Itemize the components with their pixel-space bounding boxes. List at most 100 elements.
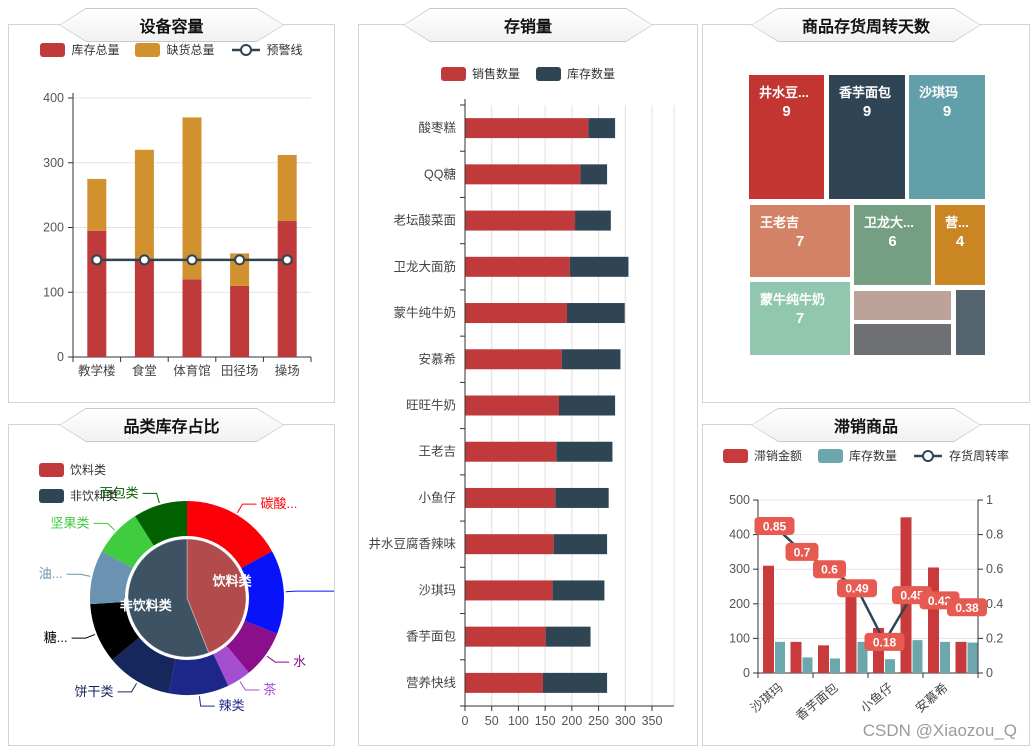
treemap-block[interactable]: 沙琪玛 9: [909, 75, 985, 199]
bar-inventory[interactable]: [575, 210, 611, 231]
treemap-block[interactable]: 营... 4: [935, 205, 985, 285]
warning-line-marker[interactable]: [138, 254, 150, 266]
stock-sales-chart: 0 50 100 150 200 250 300 350 酸枣糕 QQ糖 老坛酸菜面 卫龙大面筋 蒙牛纯…: [359, 25, 697, 745]
bar-sales[interactable]: [465, 164, 581, 185]
bar-inventory[interactable]: [542, 672, 608, 693]
treemap-block[interactable]: [854, 324, 951, 355]
bar-inventory[interactable]: [567, 303, 625, 324]
bar-inventory[interactable]: [553, 534, 608, 555]
bar-inventory[interactable]: [561, 349, 621, 370]
treemap-block[interactable]: 卫龙大... 6: [854, 205, 931, 285]
warning-line-marker[interactable]: [91, 254, 103, 266]
bar-sales[interactable]: [465, 303, 568, 324]
bar-slow-amount[interactable]: [763, 565, 774, 673]
pie-slice-inner[interactable]: [186, 538, 247, 654]
bar-inventory[interactable]: [580, 164, 608, 185]
axis-label: 50: [485, 714, 499, 728]
bar-inventory[interactable]: [940, 641, 950, 673]
bar-slow-amount[interactable]: [955, 641, 967, 673]
bar-inventory[interactable]: [230, 285, 250, 357]
legend-item[interactable]: 滞销金额: [722, 447, 802, 464]
legend-item[interactable]: 库存数量: [817, 447, 897, 464]
pie-slice-outer[interactable]: [213, 645, 249, 686]
panel-title: 滞销商品: [833, 419, 898, 436]
line-value-label: 0.45: [900, 589, 924, 603]
treemap-block-name: 卫龙大...: [864, 215, 914, 230]
pie-label-line: [66, 573, 91, 577]
bar-sales[interactable]: [465, 210, 576, 231]
bar-sales[interactable]: [465, 626, 546, 647]
bar-inventory[interactable]: [555, 487, 609, 508]
bar-inventory[interactable]: [802, 657, 813, 673]
legend-item[interactable]: 存货周转率: [913, 447, 1009, 464]
pie-slice-outer[interactable]: [89, 551, 133, 605]
treemap-block[interactable]: 香芋面包 9: [829, 75, 905, 199]
treemap-block[interactable]: 王老吉 7: [750, 205, 850, 277]
bar-inventory[interactable]: [545, 626, 591, 647]
bar-sales[interactable]: [465, 487, 556, 508]
line-value-badge: [785, 542, 819, 561]
bar-shortage[interactable]: [182, 117, 202, 280]
pie-slice-label: 糖...: [44, 630, 68, 645]
treemap-block[interactable]: 蒙牛纯牛奶 7: [750, 282, 850, 355]
bar-inventory[interactable]: [87, 230, 107, 357]
bar-inventory[interactable]: [775, 641, 785, 673]
pie-slice-outer[interactable]: [241, 551, 284, 634]
bar-inventory[interactable]: [552, 580, 605, 601]
treemap-block[interactable]: [854, 291, 951, 320]
pie-slice-outer[interactable]: [135, 501, 187, 546]
bar-shortage[interactable]: [134, 149, 154, 260]
pie-slice-outer[interactable]: [226, 620, 278, 673]
panel-category-share: 品类库存占比 饮料类 非饮料类 碳酸... 水茶辣类 饼干类 糖... 油... 坚果类 面包…: [8, 424, 335, 746]
bar-sales[interactable]: [465, 580, 553, 601]
legend-item[interactable]: 缺货总量: [135, 41, 215, 58]
bar-sales[interactable]: [465, 534, 554, 555]
bar-inventory[interactable]: [569, 256, 629, 277]
bar-sales[interactable]: [465, 118, 589, 139]
pie-slice-outer[interactable]: [101, 516, 154, 569]
bar-slow-amount[interactable]: [818, 645, 829, 673]
axis-label: 0.4: [986, 597, 1003, 611]
bar-shortage[interactable]: [277, 154, 297, 222]
panel-device-capacity: 设备容量 库存总量 缺货总量 预警线 0 100 200 300 400 教学楼 食堂 体育馆 田径…: [8, 24, 335, 403]
legend-swatch-icon: [722, 448, 748, 463]
pie-slice-outer[interactable]: [112, 637, 176, 694]
bar-inventory[interactable]: [912, 640, 923, 673]
legend-item[interactable]: 库存数量: [536, 65, 615, 82]
category-label: 蒙牛纯牛奶: [393, 305, 456, 320]
legend-item[interactable]: 销售数量: [440, 65, 520, 82]
bar-slow-amount[interactable]: [790, 641, 802, 673]
treemap-block[interactable]: [956, 290, 985, 355]
pie-slice-outer[interactable]: [90, 601, 140, 660]
legend-item[interactable]: 非饮料类: [39, 487, 118, 504]
bar-inventory[interactable]: [885, 659, 895, 673]
treemap-block[interactable]: 井水豆... 9: [749, 75, 824, 199]
bar-inventory[interactable]: [277, 221, 297, 357]
bar-slow-amount[interactable]: [845, 581, 857, 673]
bar-inventory[interactable]: [967, 642, 978, 673]
bar-inventory[interactable]: [559, 395, 616, 416]
bar-shortage[interactable]: [87, 178, 107, 231]
treemap-block-value: 9: [862, 103, 872, 120]
bar-sales[interactable]: [465, 349, 562, 370]
warning-line-marker[interactable]: [234, 254, 246, 266]
pie-slice-outer[interactable]: [187, 501, 273, 569]
legend-item[interactable]: 预警线: [231, 41, 303, 58]
bar-slow-amount[interactable]: [928, 567, 939, 673]
legend-item[interactable]: 饮料类: [39, 461, 118, 478]
bar-sales[interactable]: [465, 672, 543, 693]
pie-slice-inner[interactable]: [127, 538, 210, 658]
warning-line-marker[interactable]: [281, 254, 293, 266]
pie-slice-outer[interactable]: [168, 654, 229, 695]
bar-inventory[interactable]: [830, 658, 840, 673]
bar-inventory[interactable]: [182, 279, 202, 357]
bar-inventory[interactable]: [588, 118, 616, 139]
bar-sales[interactable]: [465, 395, 560, 416]
warning-line-marker[interactable]: [186, 254, 198, 266]
bar-sales[interactable]: [465, 256, 570, 277]
bar-inventory[interactable]: [134, 259, 154, 357]
bar-sales[interactable]: [465, 441, 557, 462]
bar-inventory[interactable]: [556, 441, 613, 462]
legend-item[interactable]: 库存总量: [40, 41, 119, 58]
bar-inventory[interactable]: [857, 641, 868, 673]
